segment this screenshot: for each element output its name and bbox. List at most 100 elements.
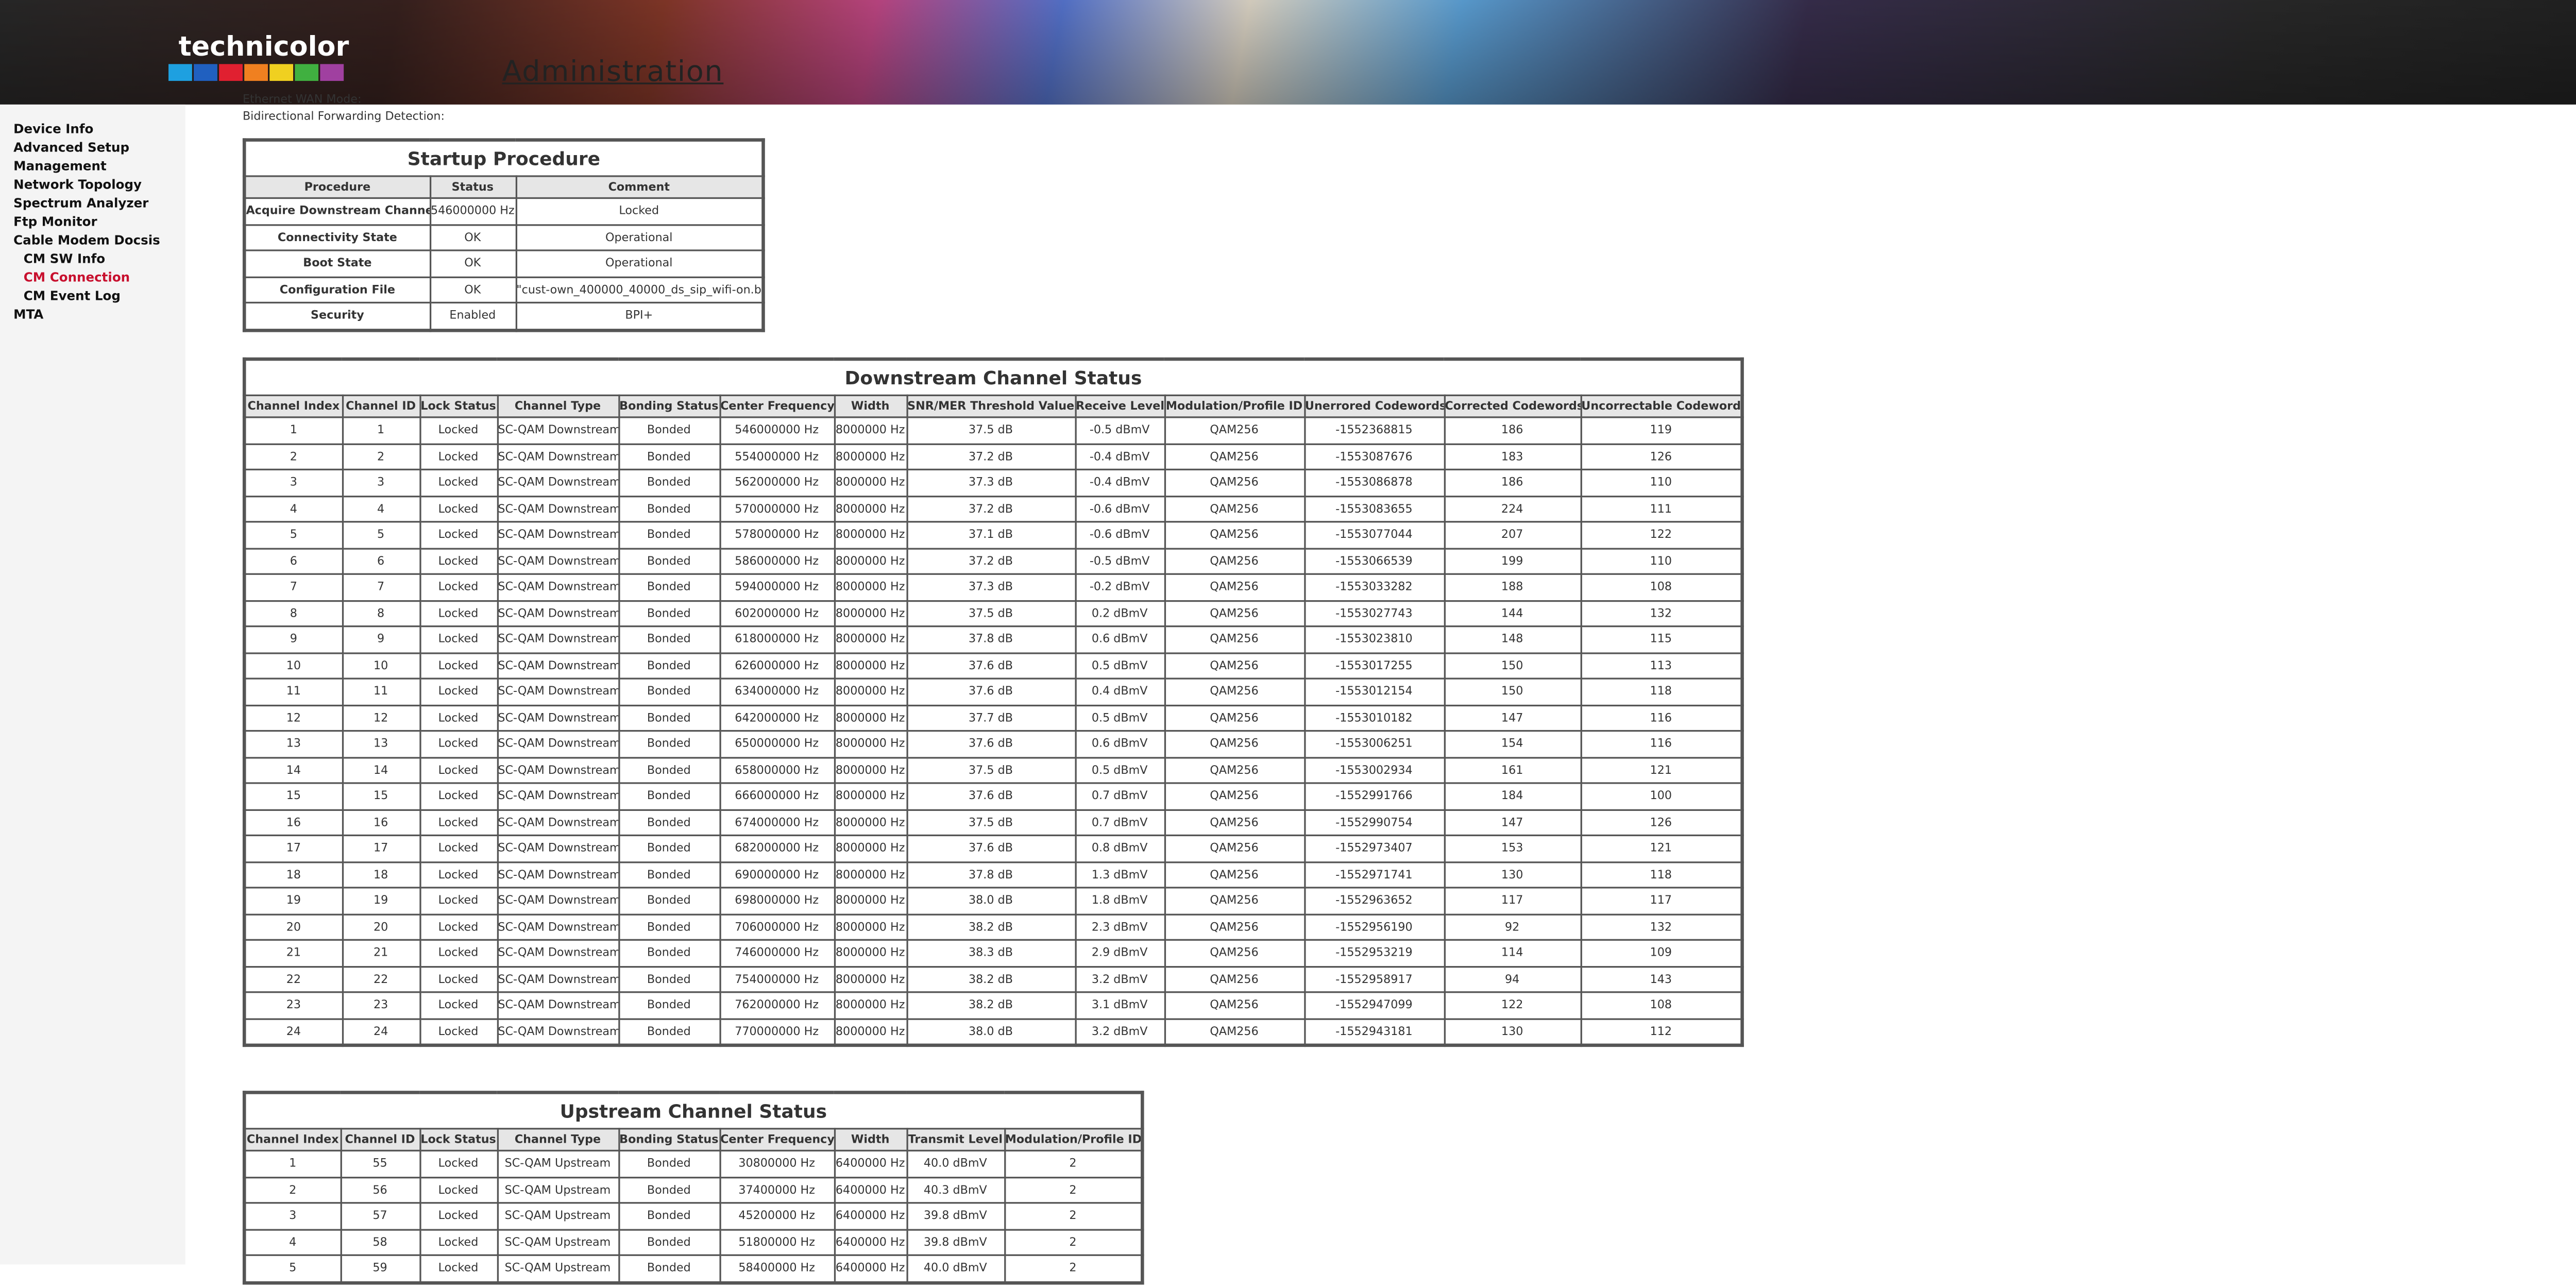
- cell: 19: [243, 887, 343, 915]
- cell: QAM256: [1163, 547, 1305, 575]
- cell: 38.2 dB: [905, 913, 1076, 941]
- cell: 2: [1003, 1228, 1144, 1256]
- cell: Bonded: [617, 1202, 721, 1230]
- row: 6 6 Locked SC-QAM Downstream Bonded 586000000…: [243, 547, 1743, 575]
- cell: 115: [1579, 625, 1743, 653]
- nav-link[interactable]: Spectrum Analyzer: [13, 195, 149, 211]
- row: 15 15 Locked SC-QAM Downstream Bonded 6660000…: [243, 782, 1743, 810]
- cell: OK: [429, 276, 517, 303]
- cell: SC-QAM Downstream: [496, 573, 619, 601]
- cell: 24: [243, 1017, 343, 1046]
- nav-link[interactable]: Management: [13, 158, 107, 174]
- cell: 546000000 Hz: [718, 416, 835, 445]
- nav-link[interactable]: Device Info: [13, 121, 94, 137]
- nav-link[interactable]: CM Connection: [23, 269, 130, 285]
- cell: SC-QAM Upstream: [496, 1254, 619, 1283]
- nav-link[interactable]: Advanced Setup: [13, 140, 130, 156]
- cell: 45200000 Hz: [718, 1202, 835, 1230]
- row: 7 7 Locked SC-QAM Downstream Bonded 594000000…: [243, 573, 1743, 601]
- cell: 650000000 Hz: [718, 730, 835, 758]
- cell: 150: [1443, 677, 1582, 706]
- cell: 4: [243, 495, 343, 523]
- cell: 24: [341, 1017, 420, 1046]
- cell: Bonded: [617, 468, 721, 497]
- cell: 100: [1579, 782, 1743, 810]
- row: 17 17 Locked SC-QAM Downstream Bonded 6820000…: [243, 834, 1743, 862]
- column-header: Channel ID: [341, 394, 420, 418]
- cell: 546000000 Hz: [429, 197, 517, 225]
- cell: 40.3 dBmV: [905, 1176, 1005, 1204]
- sidebar: Device Info Advanced Setup Management Netwo…: [0, 104, 185, 1265]
- cell: 2: [243, 443, 343, 470]
- nav-link[interactable]: CM SW Info: [23, 251, 106, 267]
- cell: 0.6 dBmV: [1074, 625, 1165, 653]
- cell: Bonded: [617, 730, 721, 758]
- cell: 602000000 Hz: [718, 599, 835, 628]
- brand: technicolor: [178, 30, 349, 63]
- cell: Locked: [418, 808, 498, 837]
- row: 5 59 Locked SC-QAM Upstream Bonded 58400000 H…: [243, 1254, 1144, 1283]
- cell: 37.6 dB: [905, 834, 1076, 862]
- cell: Locked: [418, 1017, 498, 1046]
- cell: SC-QAM Upstream: [496, 1149, 619, 1178]
- cell: 2: [1003, 1176, 1144, 1204]
- cell: -1552990754: [1303, 808, 1445, 837]
- cell: Locked: [418, 756, 498, 784]
- nav-link[interactable]: MTA: [13, 307, 44, 323]
- nav-link[interactable]: Network Topology: [13, 177, 142, 193]
- cell: 21: [243, 939, 343, 967]
- cell: 3: [243, 1202, 342, 1230]
- cell: OK: [429, 249, 517, 278]
- caption-row: Upstream Channel Status: [243, 1091, 1144, 1130]
- cell: 0.4 dBmV: [1074, 677, 1165, 706]
- nav-link[interactable]: CM Event Log: [23, 288, 121, 304]
- cell: Bonded: [617, 704, 721, 732]
- cell: 17: [341, 834, 420, 862]
- cell: 39.8 dBmV: [905, 1202, 1005, 1230]
- cell: 38.3 dB: [905, 939, 1076, 967]
- cell: -1552991766: [1303, 782, 1445, 810]
- cell: 634000000 Hz: [718, 677, 835, 706]
- cell: -1552973407: [1303, 834, 1445, 862]
- column-header: Bonding Status: [617, 1128, 721, 1151]
- cell: -0.6 dBmV: [1074, 495, 1165, 523]
- row: 10 10 Locked SC-QAM Downstream Bonded 6260000…: [243, 651, 1743, 680]
- cell: 143: [1579, 965, 1743, 993]
- cell: 9: [243, 625, 343, 653]
- cell: Acquire Downstream Channel: [243, 197, 431, 225]
- row: 4 58 Locked SC-QAM Upstream Bonded 51800000 H…: [243, 1228, 1144, 1256]
- cell: 15: [341, 782, 420, 810]
- cell: QAM256: [1163, 468, 1305, 497]
- row: 21 21 Locked SC-QAM Downstream Bonded 7460000…: [243, 939, 1743, 967]
- cell: SC-QAM Downstream: [496, 677, 619, 706]
- cell: SC-QAM Downstream: [496, 547, 619, 575]
- row: 14 14 Locked SC-QAM Downstream Bonded 6580000…: [243, 756, 1743, 784]
- cell: 8000000 Hz: [833, 991, 908, 1020]
- cell: 6400000 Hz: [833, 1176, 908, 1204]
- row: 3 57 Locked SC-QAM Upstream Bonded 45200000 H…: [243, 1202, 1144, 1230]
- row: 8 8 Locked SC-QAM Downstream Bonded 602000000…: [243, 599, 1743, 628]
- cell: 8000000 Hz: [833, 651, 908, 680]
- cell: QAM256: [1163, 443, 1305, 470]
- table-title: Upstream Channel Status: [243, 1091, 1144, 1130]
- cell: -1552971741: [1303, 860, 1445, 889]
- cell: QAM256: [1163, 965, 1305, 993]
- downstream-table: Downstream Channel Status Channel Index Ch…: [242, 357, 1744, 1047]
- row: Security Enabled BPI+: [243, 301, 765, 331]
- cell: 130: [1443, 1017, 1582, 1046]
- cell: -1552963652: [1303, 887, 1445, 915]
- cell: Locked: [418, 782, 498, 810]
- cell: 110: [1579, 468, 1743, 497]
- cell: -0.4 dBmV: [1074, 443, 1165, 470]
- cell: 16: [341, 808, 420, 837]
- row: 20 20 Locked SC-QAM Downstream Bonded 7060000…: [243, 913, 1743, 941]
- cell: 4: [243, 1228, 342, 1256]
- cell: 0.6 dBmV: [1074, 730, 1165, 758]
- cell: 12: [243, 704, 343, 732]
- nav-link[interactable]: Cable Modem Docsis: [13, 232, 160, 248]
- cell: Bonded: [617, 547, 721, 575]
- cell: 30800000 Hz: [718, 1149, 835, 1178]
- cell: Locked: [418, 599, 498, 628]
- cell: 11: [243, 677, 343, 706]
- nav-link[interactable]: Ftp Monitor: [13, 214, 97, 230]
